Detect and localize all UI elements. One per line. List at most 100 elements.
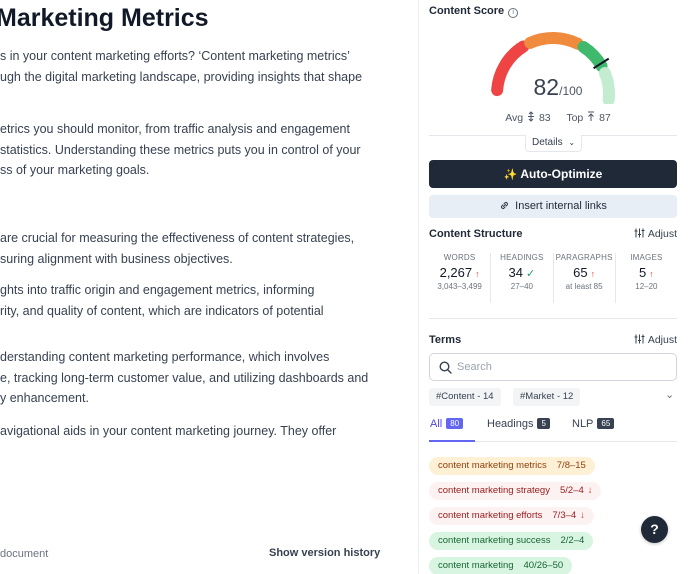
terms-tabs: All 80 Headings 5 NLP 65 <box>429 418 677 442</box>
sliders-icon <box>634 228 645 238</box>
chevron-down-icon: ⌄ <box>568 138 576 147</box>
stat-label: PARAGRAPHS <box>555 253 613 262</box>
structure-adjust-button[interactable]: Adjust <box>634 228 677 240</box>
adjust-label: Adjust <box>647 334 677 346</box>
paragraph-line: statistics. Understanding these metrics … <box>0 142 361 157</box>
paragraph-line: etrics you should monitor, from traffic … <box>0 122 350 136</box>
insert-internal-links-label: Insert internal links <box>515 200 607 212</box>
term-chip-market[interactable]: #Market - 12 <box>513 388 581 406</box>
auto-optimize-button[interactable]: ✨ Auto-Optimize <box>429 160 677 188</box>
search-icon <box>439 361 452 374</box>
insert-internal-links-button[interactable]: Insert internal links <box>429 195 677 218</box>
link-icon <box>501 201 509 210</box>
stat-range: 27–40 <box>510 282 533 291</box>
term-count: 7/3–4 <box>552 510 577 521</box>
editor-pane[interactable]: Marketing Metrics s in your content mark… <box>0 0 418 574</box>
paragraph[interactable]: ghts into traffic origin and engagement … <box>0 280 324 321</box>
tab-label: Headings <box>487 418 534 430</box>
details-toggle[interactable]: Details ⌄ <box>525 135 583 152</box>
tab-label: NLP <box>572 418 594 430</box>
tab-nlp[interactable]: NLP 65 <box>572 418 615 442</box>
term-chip-content[interactable]: #Content - 14 <box>429 388 501 406</box>
term-item[interactable]: content marketing strategy 5/2–4 ↓ <box>429 482 602 500</box>
content-structure-title: Content Structure <box>429 228 523 240</box>
score-max: /100 <box>559 84 583 98</box>
stat-label: WORDS <box>443 253 476 262</box>
optimization-sidebar: Content Score i 82/100 Avg 83 Top 87 Deta… <box>419 0 697 574</box>
divider <box>429 318 677 319</box>
avg-icon <box>528 111 535 122</box>
score-value: 82 <box>533 74 560 100</box>
tab-headings[interactable]: Headings 5 <box>487 418 550 442</box>
chevron-down-icon[interactable]: ⌄ <box>665 389 675 401</box>
terms-search-input[interactable] <box>457 359 667 375</box>
term-name: content marketing strategy <box>438 485 550 496</box>
arrow-down-icon: ↓ <box>587 485 593 496</box>
tab-count-badge: 5 <box>537 418 550 429</box>
term-item[interactable]: content marketing metrics 7/8–15 <box>429 457 595 475</box>
sliders-icon <box>634 334 645 344</box>
paragraph-line: avigational aids in your content marketi… <box>0 424 337 438</box>
details-label: Details <box>532 137 563 148</box>
gauge-arc-light-green <box>598 67 615 104</box>
paragraph-line: ghts into traffic origin and engagement … <box>0 283 315 297</box>
tab-count-badge: 80 <box>446 418 464 429</box>
paragraph[interactable]: derstanding content marketing performanc… <box>0 347 368 409</box>
gauge-arc-orange <box>524 32 584 50</box>
document-title[interactable]: Marketing Metrics <box>0 4 209 32</box>
avg-value: 83 <box>538 112 551 124</box>
stat-value: 5 <box>639 265 647 280</box>
arrow-down-icon: ↓ <box>580 510 585 521</box>
tab-label: All <box>430 418 443 430</box>
paragraph-line: are crucial for measuring the effectiven… <box>0 231 355 245</box>
term-name: content marketing success <box>438 535 551 546</box>
sparkle-icon: ✨ <box>503 169 518 181</box>
avg-label: Avg <box>505 112 524 124</box>
tab-all[interactable]: All 80 <box>429 418 475 442</box>
top-value: 87 <box>599 112 611 124</box>
term-name: content marketing metrics <box>438 460 547 471</box>
paragraph[interactable]: avigational aids in your content marketi… <box>0 421 336 442</box>
paragraph-line: e, tracking long-term customer value, an… <box>0 370 369 385</box>
paragraph[interactable]: s in your content marketing efforts? ‘Co… <box>0 46 362 87</box>
term-count: 2/2–4 <box>560 535 585 546</box>
gauge-arc-green <box>577 41 608 72</box>
score-gauge <box>491 32 615 104</box>
arrow-up-icon: ↑ <box>649 269 654 279</box>
paragraph-line: rity, and quality of content, which are … <box>0 303 324 318</box>
terms-adjust-button[interactable]: Adjust <box>634 334 677 346</box>
term-count: 7/8–15 <box>556 460 586 471</box>
stat-label: IMAGES <box>630 253 663 262</box>
auto-optimize-label: Auto-Optimize <box>520 167 603 181</box>
term-count: 5/2–4 <box>559 485 584 496</box>
paragraph-line: suring alignment with business objective… <box>0 251 233 266</box>
stat-range: 12–20 <box>635 282 658 291</box>
paragraph-line: y enhancement. <box>0 391 89 405</box>
stat-value: 65 <box>573 265 588 280</box>
paragraph-line: ugh the digital marketing landscape, pro… <box>0 69 363 84</box>
content-score-title: Content Score <box>429 5 505 17</box>
info-icon[interactable]: i <box>508 8 519 18</box>
stat-headings: HEADINGS 34 ✓ 27–40 <box>491 253 554 303</box>
document-footer-label: document <box>0 548 49 560</box>
paragraph[interactable]: are crucial for measuring the effectiven… <box>0 228 354 269</box>
gauge-needle <box>592 57 610 70</box>
stat-words: WORDS 2,267 ↑ 3,043–3,499 <box>429 253 492 303</box>
term-item[interactable]: content marketing 40/26–50 <box>429 557 573 574</box>
structure-stats: WORDS 2,267 ↑ 3,043–3,499 HEADINGS 34 ✓ 27… <box>429 253 677 303</box>
terms-title: Terms <box>429 334 462 346</box>
adjust-label: Adjust <box>647 228 677 240</box>
top-icon <box>588 111 595 121</box>
term-chip-row: #Content - 14 #Market - 12 ⌄ <box>429 388 689 406</box>
term-item[interactable]: content marketing efforts 7/3–4 ↓ <box>429 507 594 525</box>
paragraph[interactable]: etrics you should monitor, from traffic … <box>0 119 361 181</box>
checkmark-icon: ✓ <box>526 268 536 280</box>
show-version-history-button[interactable]: Show version history <box>269 547 381 559</box>
tab-count-badge: 65 <box>597 418 615 429</box>
term-name: content marketing <box>438 560 514 571</box>
paragraph-line: derstanding content marketing performanc… <box>0 350 330 364</box>
stat-label: HEADINGS <box>500 253 544 262</box>
paragraph-line: s in your content marketing efforts? ‘Co… <box>0 49 350 63</box>
help-button[interactable]: ? <box>641 516 668 543</box>
term-item[interactable]: content marketing success 2/2–4 <box>429 532 594 550</box>
